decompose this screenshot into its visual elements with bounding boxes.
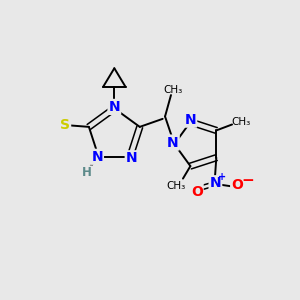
Text: O: O — [231, 178, 243, 192]
Text: N: N — [109, 100, 120, 114]
Text: N: N — [210, 176, 221, 190]
Text: N: N — [91, 150, 103, 164]
Text: CH₃: CH₃ — [163, 85, 182, 95]
Text: H: H — [82, 166, 92, 179]
Text: N: N — [184, 112, 196, 127]
Text: +: + — [218, 172, 226, 182]
Text: −: − — [241, 173, 254, 188]
Text: CH₃: CH₃ — [167, 181, 186, 191]
Text: N: N — [167, 136, 179, 150]
Text: CH₃: CH₃ — [231, 116, 250, 127]
Text: S: S — [60, 118, 70, 132]
Text: N: N — [126, 151, 137, 165]
Text: O: O — [191, 184, 203, 199]
